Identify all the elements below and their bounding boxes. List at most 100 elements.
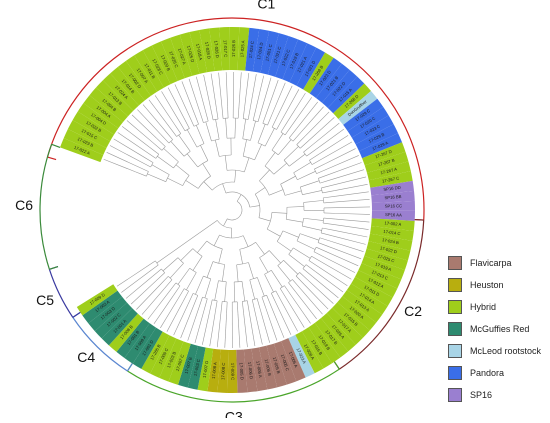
branch xyxy=(256,76,264,109)
legend-label: Flavicarpa xyxy=(470,258,512,268)
branch xyxy=(327,252,358,266)
branch xyxy=(179,121,185,131)
branch xyxy=(226,118,227,138)
branch xyxy=(240,249,243,264)
branch xyxy=(257,298,260,310)
branch xyxy=(265,152,275,166)
branch xyxy=(176,165,189,176)
branch xyxy=(318,243,329,247)
branch xyxy=(152,269,161,277)
branch xyxy=(272,133,283,150)
branch xyxy=(147,174,165,182)
branch xyxy=(126,277,152,299)
branch xyxy=(210,313,215,347)
branch xyxy=(250,280,255,299)
branch xyxy=(199,297,203,308)
branch xyxy=(149,147,159,154)
branch xyxy=(214,235,219,246)
branch xyxy=(162,91,179,120)
clade-label: C5 xyxy=(36,292,54,308)
branch xyxy=(265,128,274,146)
legend-swatch xyxy=(448,300,462,314)
branch xyxy=(215,281,219,301)
branch xyxy=(248,108,250,120)
branch xyxy=(146,152,156,159)
branch xyxy=(249,313,255,347)
tip-label: 17-017 C xyxy=(223,40,229,57)
branch xyxy=(187,154,198,167)
legend-label: Pandora xyxy=(470,368,504,378)
branch xyxy=(219,249,223,264)
tree-branches xyxy=(104,72,370,348)
branch xyxy=(178,289,184,299)
branch xyxy=(323,223,335,225)
branch xyxy=(267,295,272,306)
branch xyxy=(255,144,262,159)
branch xyxy=(253,109,256,121)
branch xyxy=(239,72,241,106)
branch xyxy=(242,281,245,301)
branch xyxy=(289,254,305,266)
branch xyxy=(167,302,183,332)
branch xyxy=(304,218,324,220)
branch xyxy=(200,145,207,160)
branch xyxy=(209,220,217,226)
branch xyxy=(294,162,311,172)
legend-label: McLeod rootstock xyxy=(470,346,541,356)
branch xyxy=(182,81,194,113)
branch xyxy=(204,299,207,311)
branch xyxy=(320,135,349,153)
branch xyxy=(148,292,169,319)
branch xyxy=(267,229,280,236)
branch xyxy=(284,260,298,274)
branch xyxy=(328,155,359,168)
branch xyxy=(167,178,182,186)
branch xyxy=(170,263,183,278)
branch xyxy=(316,272,343,292)
branch xyxy=(285,191,301,196)
branch xyxy=(296,292,317,319)
clade-arc xyxy=(40,144,52,269)
branch xyxy=(336,207,370,208)
legend-swatch xyxy=(448,388,462,402)
branch xyxy=(330,162,362,174)
branch xyxy=(104,159,136,172)
branch xyxy=(333,236,366,244)
branch xyxy=(252,300,255,312)
branch xyxy=(322,142,352,159)
branch xyxy=(250,74,256,107)
branch xyxy=(186,180,199,188)
legend-label: SP16 xyxy=(470,390,492,400)
branch xyxy=(235,170,236,182)
branch xyxy=(297,171,315,179)
branch xyxy=(286,219,303,222)
branch xyxy=(160,299,178,328)
clade-label: C4 xyxy=(77,349,95,365)
branch xyxy=(302,190,322,194)
branch xyxy=(267,80,278,112)
branch xyxy=(175,84,189,115)
branch xyxy=(309,117,334,140)
branch xyxy=(243,119,246,139)
branch xyxy=(292,97,312,125)
branch xyxy=(250,206,260,208)
branch xyxy=(297,136,305,145)
branch xyxy=(197,241,206,253)
branch xyxy=(174,124,181,134)
legend-item: Hybrid xyxy=(448,296,550,318)
branch xyxy=(271,270,282,287)
branch xyxy=(216,107,218,119)
branch xyxy=(269,190,283,196)
branch xyxy=(248,262,253,278)
branch xyxy=(225,314,227,348)
branch xyxy=(136,285,160,310)
branch xyxy=(137,110,160,135)
branch xyxy=(283,231,299,237)
branch xyxy=(336,213,370,214)
legend-swatch xyxy=(448,344,462,358)
branch xyxy=(316,129,344,149)
branch xyxy=(195,276,203,294)
legend-label: McGuffies Red xyxy=(470,324,529,334)
branch xyxy=(237,265,238,282)
